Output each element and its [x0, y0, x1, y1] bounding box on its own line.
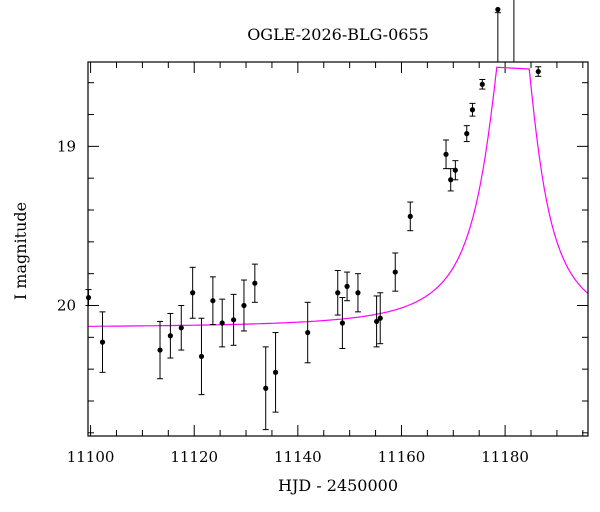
data-point — [392, 252, 399, 292]
model-curve — [88, 66, 589, 327]
x-tick-label: 11180 — [481, 448, 529, 466]
x-tick-labels: 11100 11120 11140 11160 11180 — [67, 448, 529, 466]
data-marker — [392, 269, 398, 275]
y-tick-label: 20 — [57, 296, 76, 314]
data-marker — [335, 290, 341, 296]
data-point — [469, 102, 476, 117]
data-point — [510, 0, 517, 63]
data-point — [304, 301, 311, 364]
data-point — [198, 317, 205, 396]
data-marker — [448, 177, 454, 183]
data-marker — [469, 107, 476, 113]
data-point — [272, 332, 279, 413]
data-marker — [178, 325, 184, 331]
data-point — [219, 298, 226, 348]
data-point — [189, 266, 196, 319]
chart-title: OGLE-2026-BLG-0655 — [247, 25, 429, 44]
data-marker — [157, 347, 163, 353]
data-point — [494, 6, 501, 63]
plot-frame — [87, 61, 589, 437]
x-tick-label: 11160 — [378, 448, 426, 466]
data-marker — [210, 298, 216, 304]
data-point — [157, 320, 164, 380]
data-point — [443, 139, 450, 170]
data-marker — [374, 318, 380, 325]
data-point — [209, 276, 216, 326]
data-point — [251, 263, 258, 303]
data-marker — [230, 317, 237, 323]
x-tick-label: 11120 — [170, 448, 218, 466]
data-point — [535, 66, 542, 77]
data-marker — [272, 369, 279, 375]
data-point — [407, 201, 414, 232]
data-point — [167, 312, 174, 359]
data-marker — [443, 151, 449, 157]
x-axis-label: HJD - 2450000 — [278, 476, 398, 495]
data-marker — [198, 353, 205, 360]
data-marker — [252, 280, 258, 286]
data-point — [452, 160, 459, 181]
data-marker — [464, 131, 470, 137]
data-point — [479, 79, 486, 90]
data-point — [373, 295, 380, 348]
data-point — [178, 304, 185, 351]
data-marker — [99, 339, 106, 345]
data-point — [463, 125, 470, 143]
data-marker — [219, 320, 225, 326]
data-point — [344, 271, 351, 302]
data-point — [99, 311, 106, 373]
x-tick-label: 11100 — [67, 448, 115, 466]
data-marker — [535, 68, 541, 75]
x-tick-label: 11140 — [274, 448, 322, 466]
data-marker — [479, 81, 485, 87]
data-marker — [339, 320, 346, 326]
y-tick-label: 19 — [57, 137, 76, 155]
data-marker — [452, 167, 458, 173]
data-points — [85, 0, 542, 431]
data-point — [377, 292, 384, 345]
data-point — [240, 279, 247, 332]
data-marker — [305, 329, 311, 336]
data-marker — [167, 333, 173, 339]
data-point — [339, 297, 346, 349]
y-tick-labels: 181920 — [57, 137, 76, 314]
data-point — [447, 168, 454, 192]
data-marker — [355, 290, 361, 296]
data-point — [334, 269, 341, 316]
data-marker — [377, 315, 383, 321]
data-point — [354, 273, 361, 313]
data-marker — [241, 302, 247, 309]
data-marker — [407, 213, 413, 219]
data-point — [230, 293, 237, 346]
data-marker — [495, 6, 501, 13]
data-marker — [263, 385, 269, 391]
data-point — [262, 346, 269, 431]
axis-ticks — [88, 62, 588, 436]
y-axis-label: I magnitude — [11, 202, 30, 300]
data-marker — [344, 283, 350, 289]
data-marker — [190, 290, 196, 296]
